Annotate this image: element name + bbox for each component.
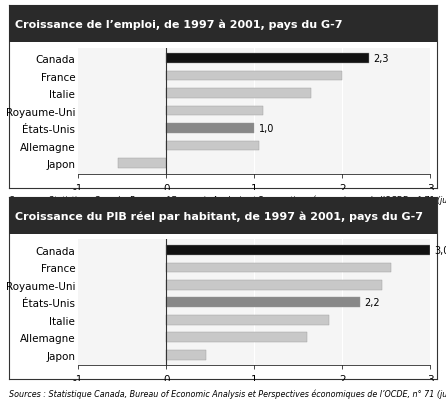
Bar — [166, 54, 369, 64]
Bar — [166, 350, 206, 360]
Text: 2,3: 2,3 — [373, 54, 388, 64]
Bar — [166, 263, 391, 273]
Text: 2,2: 2,2 — [364, 298, 380, 307]
Bar — [166, 298, 360, 307]
Text: Croissance de l’emploi, de 1997 à 2001, pays du G-7: Croissance de l’emploi, de 1997 à 2001, … — [15, 19, 343, 30]
Bar — [166, 141, 259, 151]
X-axis label: %, croissance annuelle moyenne: %, croissance annuelle moyenne — [168, 197, 340, 207]
Bar — [166, 72, 343, 81]
Bar — [166, 107, 263, 116]
Text: Sources : Statistique Canada, Bureau of Economic Analysis et Perspectives économ: Sources : Statistique Canada, Bureau of … — [9, 389, 446, 398]
Bar — [166, 245, 430, 255]
Text: Croissance du PIB réel par habitant, de 1997 à 2001, pays du G-7: Croissance du PIB réel par habitant, de … — [15, 211, 423, 222]
Text: 3,0: 3,0 — [435, 245, 446, 255]
Text: 1,0: 1,0 — [259, 124, 274, 134]
Bar — [118, 159, 166, 168]
Bar — [166, 315, 329, 325]
Bar — [166, 333, 307, 342]
Bar — [166, 89, 311, 99]
Text: Sources : Statistique Canada, Bureau of Economic Analysis et Perspectives économ: Sources : Statistique Canada, Bureau of … — [9, 195, 446, 205]
Bar — [166, 124, 254, 134]
X-axis label: %, croissance annuelle moyenne: %, croissance annuelle moyenne — [168, 388, 340, 399]
Bar — [166, 280, 382, 290]
